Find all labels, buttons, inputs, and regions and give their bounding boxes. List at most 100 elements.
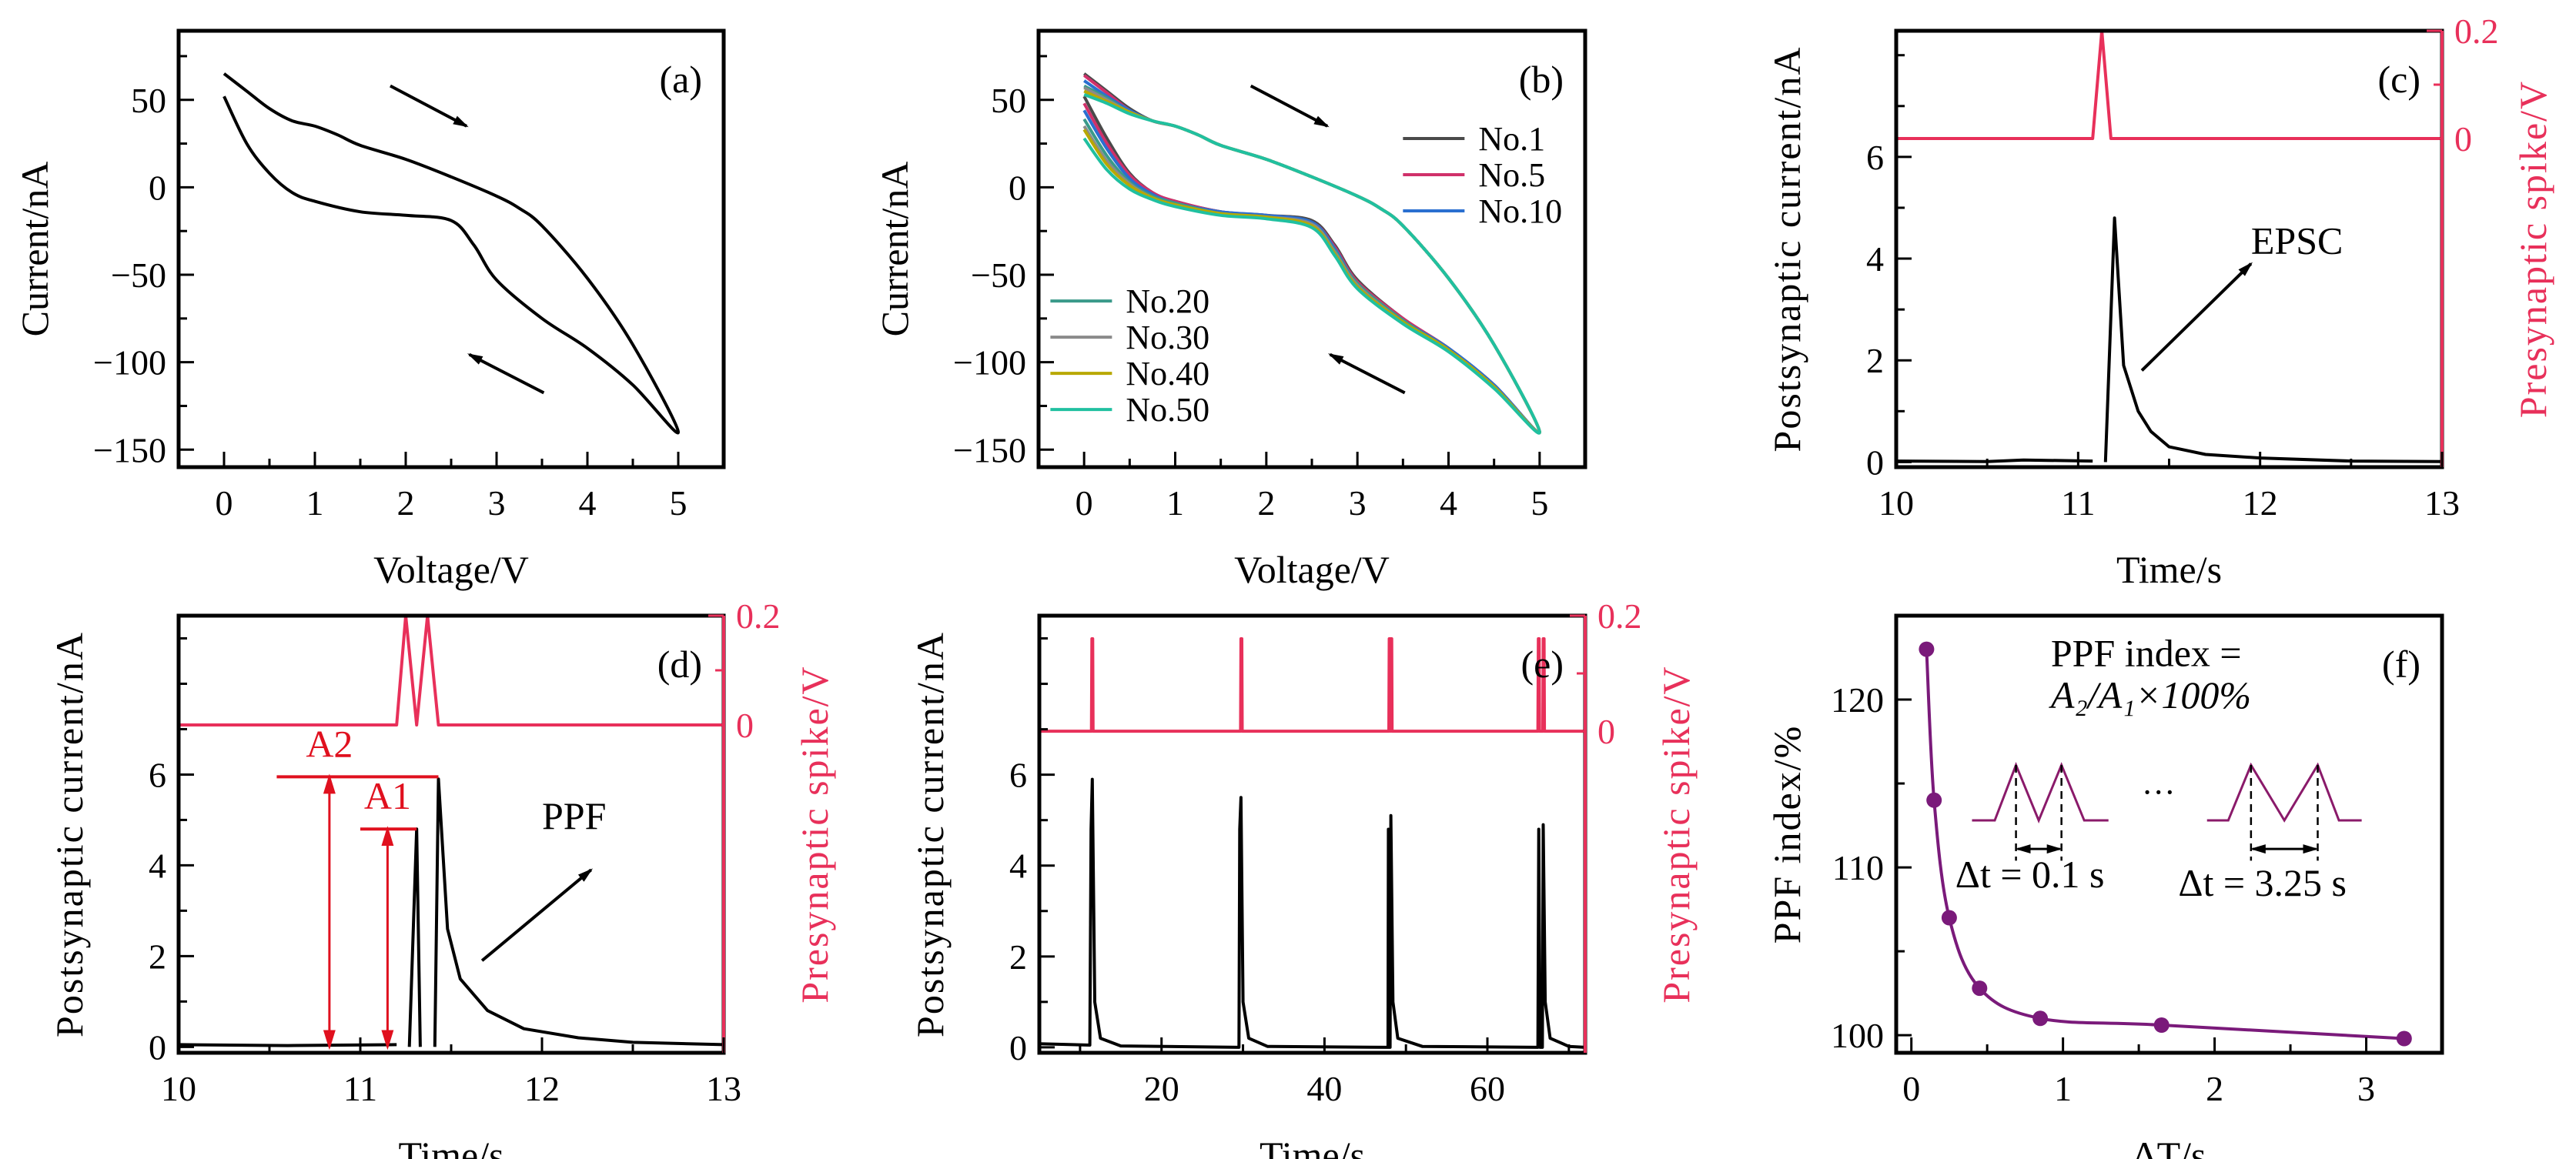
annotation-text: PPF	[542, 794, 606, 837]
data-point	[1941, 910, 1957, 926]
right-y-tick-label: 0	[736, 706, 754, 745]
x-tick-label: 0	[1902, 1069, 1920, 1108]
panel-a: 0 1 2 3 4 5 −150 −100 −50 0 50 Voltage/V Current/nA (…	[13, 28, 726, 591]
x-axis-label: Time/s	[1260, 1134, 1365, 1159]
y-tick-label: 4	[149, 846, 166, 885]
x-tick-label: 4	[1440, 483, 1457, 523]
plot-frame	[176, 613, 726, 1055]
series-line	[178, 1043, 397, 1047]
panel-d: 10 11 12 13 0 2 4 6 0 0.2 Presynaptic spike/V Time/…	[48, 596, 836, 1159]
legend-item: No.1	[1403, 120, 1545, 158]
x-tick-label: 3	[2357, 1069, 2375, 1108]
interval-label-long: Δt = 3.25 s	[2178, 861, 2347, 904]
panel-b: 0 1 2 3 4 5 −150 −100 −50 0 50 Voltage/V Current/nA (…	[873, 28, 1587, 591]
legend-label: No.1	[1478, 120, 1545, 158]
series-line	[2103, 216, 2443, 463]
legend-item: No.30	[1050, 319, 1209, 356]
panel-f: 0 1 2 3 100 110 120 ΔT/s PPF index/% (f) PPF index…	[1765, 613, 2444, 1159]
data-point	[1972, 980, 1988, 997]
series-line	[1895, 458, 2093, 463]
series-line	[222, 72, 680, 435]
y-tick-label: −150	[953, 430, 1026, 469]
panel-label: (a)	[660, 58, 703, 101]
series-line	[1896, 29, 2442, 140]
annotation-arrow	[480, 868, 594, 962]
data-point	[1919, 641, 1935, 657]
x-tick-label: 3	[488, 483, 506, 523]
y-tick-label: 2	[1009, 937, 1027, 977]
x-tick-label: 1	[1166, 483, 1184, 523]
annotation-arrow	[1250, 84, 1330, 128]
x-axis-label: Time/s	[2116, 548, 2222, 591]
series-line-no-50	[1082, 93, 1541, 435]
amplitude-marker-a2: A2	[276, 722, 439, 1050]
x-tick-label: 10	[1878, 483, 1914, 523]
legend-item: No.10	[1403, 192, 1562, 230]
y-tick-label: −50	[971, 256, 1026, 295]
y-tick-label: 6	[1009, 756, 1027, 795]
x-tick-label: 13	[2424, 483, 2460, 523]
panel-label: (b)	[1519, 58, 1564, 101]
x-tick-label: 13	[706, 1069, 741, 1108]
y-tick-label: 50	[991, 81, 1026, 120]
series-line	[179, 614, 724, 726]
x-tick-label: 20	[1144, 1069, 1179, 1108]
amplitude-label: A1	[364, 774, 411, 817]
x-tick-label: 40	[1306, 1069, 1342, 1108]
y-tick-label: 0	[1009, 168, 1026, 207]
right-y-tick-label: 0.2	[736, 596, 781, 636]
amplitude-label: A2	[306, 722, 353, 765]
panel-c: 10 11 12 13 0 2 4 6 0 0.2 Presynaptic spike/V Time/…	[1765, 12, 2554, 591]
y-tick-label: 2	[1866, 341, 1884, 380]
panel-label: (e)	[1521, 643, 1564, 686]
x-tick-label: 2	[1257, 483, 1275, 523]
legend-label: No.50	[1126, 391, 1209, 429]
plot-frame	[1036, 28, 1587, 469]
x-axis-label: Voltage/V	[1234, 548, 1390, 591]
right-y-tick-label: 0.2	[2454, 12, 2499, 51]
plot-frame	[1894, 613, 2444, 1055]
x-tick-label: 10	[161, 1069, 196, 1108]
y-tick-label: 6	[1866, 138, 1884, 177]
data-point	[1926, 792, 1942, 808]
data-point	[2153, 1017, 2170, 1033]
annotation-arrow	[390, 84, 469, 128]
y-tick-label: 0	[149, 1027, 166, 1067]
x-tick-label: 2	[2206, 1069, 2223, 1108]
y-tick-label: 2	[149, 937, 166, 976]
y-tick-label: 6	[149, 755, 166, 794]
y-tick-label: 0	[1009, 1028, 1027, 1067]
y-axis-label: Postsynaptic current/nA	[1765, 46, 1808, 453]
ellipsis: ···	[2142, 773, 2176, 811]
x-tick-label: 5	[670, 483, 687, 523]
right-axis-label: Presynaptic spike/V	[1654, 665, 1698, 1003]
annotation-arrow	[2140, 262, 2253, 372]
y-axis-label: Current/nA	[13, 162, 56, 337]
panel-label: (d)	[657, 643, 702, 686]
x-tick-label: 1	[306, 483, 324, 523]
y-tick-label: 4	[1009, 847, 1027, 886]
legend-label: No.30	[1126, 319, 1209, 356]
interval-label-short: Δt = 0.1 s	[1955, 853, 2105, 896]
x-tick-label: 1	[2054, 1069, 2072, 1108]
right-axis-label: Presynaptic spike/V	[793, 665, 836, 1003]
y-tick-label: −100	[93, 343, 166, 382]
y-axis-label: PPF index/%	[1765, 725, 1808, 944]
x-axis-label: Time/s	[398, 1134, 503, 1159]
panels: 0 1 2 3 4 5−150−100−50050Voltage/VCurrent/nA(…	[13, 12, 2554, 1159]
legend-item: No.5	[1403, 156, 1545, 194]
x-tick-label: 12	[2243, 483, 2278, 523]
legend-label: No.10	[1478, 192, 1562, 230]
data-point	[2032, 1010, 2049, 1027]
legend-label: No.20	[1126, 282, 1209, 320]
legend-label: No.5	[1478, 156, 1545, 194]
pulse-pair-short	[1972, 761, 2109, 823]
x-tick-label: 12	[524, 1069, 560, 1108]
y-tick-label: 100	[1831, 1016, 1884, 1055]
right-y-tick-label: 0	[2454, 119, 2472, 159]
x-tick-label: 0	[1076, 483, 1093, 523]
formula-line-1: PPF index =	[2051, 631, 2242, 674]
amplitude-marker-a1: A1	[360, 774, 417, 1050]
y-tick-label: 110	[1832, 848, 1884, 887]
right-axis-label: Presynaptic spike/V	[2511, 80, 2554, 418]
